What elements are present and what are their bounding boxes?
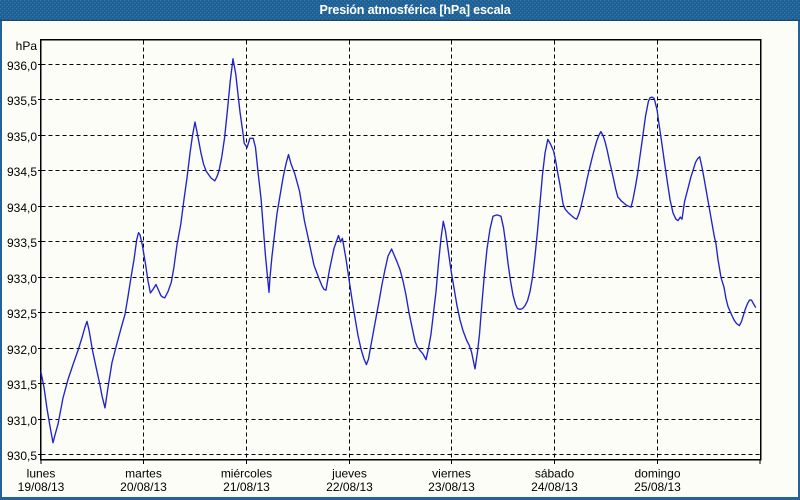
- svg-text:931,0: 931,0: [7, 414, 37, 428]
- svg-text:20/08/13: 20/08/13: [120, 480, 167, 494]
- svg-text:932,0: 932,0: [7, 343, 37, 357]
- svg-text:jueves: jueves: [331, 467, 367, 481]
- svg-text:935,5: 935,5: [7, 94, 37, 108]
- svg-text:24/08/13: 24/08/13: [531, 480, 578, 494]
- svg-text:lunes: lunes: [27, 467, 56, 481]
- svg-text:933,0: 933,0: [7, 272, 37, 286]
- svg-text:21/08/13: 21/08/13: [223, 480, 270, 494]
- svg-text:934,0: 934,0: [7, 201, 37, 215]
- svg-text:sábado: sábado: [535, 467, 575, 481]
- svg-text:23/08/13: 23/08/13: [428, 480, 475, 494]
- svg-text:domingo: domingo: [634, 467, 680, 481]
- svg-text:22/08/13: 22/08/13: [326, 480, 373, 494]
- svg-text:930,5: 930,5: [7, 449, 37, 463]
- svg-text:martes: martes: [125, 467, 162, 481]
- svg-text:19/08/13: 19/08/13: [18, 480, 65, 494]
- svg-text:935,0: 935,0: [7, 130, 37, 144]
- svg-text:933,5: 933,5: [7, 236, 37, 250]
- svg-text:934,5: 934,5: [7, 165, 37, 179]
- svg-text:931,5: 931,5: [7, 378, 37, 392]
- svg-text:viernes: viernes: [432, 467, 471, 481]
- svg-text:miércoles: miércoles: [221, 467, 272, 481]
- svg-text:932,5: 932,5: [7, 307, 37, 321]
- svg-text:hPa: hPa: [16, 39, 38, 53]
- svg-text:25/08/13: 25/08/13: [634, 480, 681, 494]
- svg-text:936,0: 936,0: [7, 59, 37, 73]
